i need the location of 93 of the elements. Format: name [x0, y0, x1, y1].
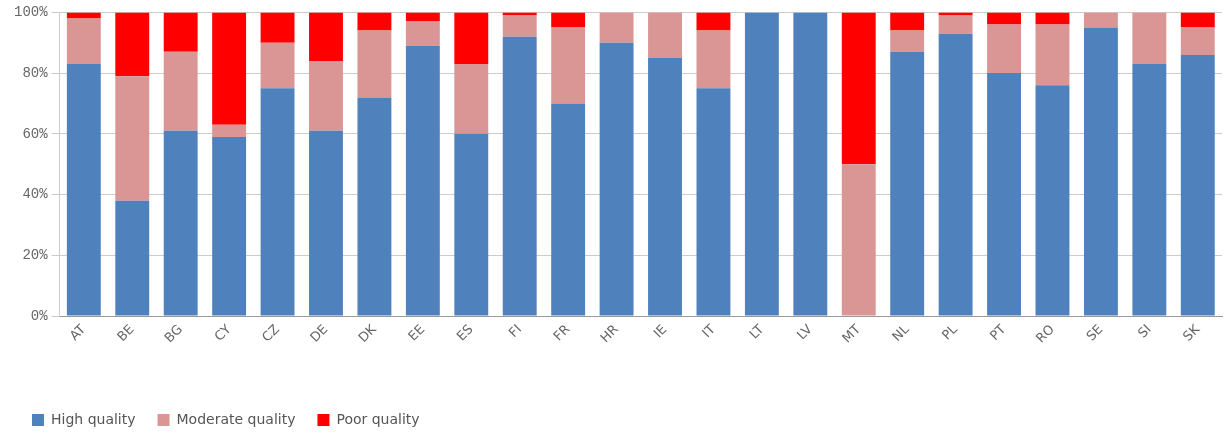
- bar: [405, 45, 440, 316]
- bar: [599, 42, 634, 316]
- bar: [696, 30, 731, 89]
- x-tick-label: SK: [1179, 321, 1203, 344]
- bar: [163, 130, 198, 316]
- x-tick-label: BG: [161, 321, 186, 346]
- legend-label: High quality: [51, 410, 136, 427]
- bar: [1132, 64, 1167, 316]
- y-tick-label: 80%: [22, 64, 49, 81]
- legend-label: Poor quality: [336, 410, 420, 427]
- bar: [890, 51, 925, 316]
- bar: [890, 12, 925, 31]
- bar: [66, 18, 101, 65]
- bar: [309, 130, 343, 316]
- bar: [1132, 12, 1167, 65]
- y-tick-label: 40%: [22, 186, 49, 203]
- x-tick-label: EE: [405, 321, 428, 344]
- x-tick-label: LT: [746, 321, 767, 342]
- x-tick-label: PL: [938, 320, 961, 343]
- legend-label: Moderate quality: [176, 410, 296, 427]
- bar: [696, 12, 731, 31]
- x-tick-label: DK: [355, 321, 380, 346]
- bar: [648, 12, 682, 58]
- bar: [115, 12, 150, 77]
- x-tick-label: RO: [1032, 321, 1057, 346]
- bar: [502, 36, 537, 316]
- bar: [987, 12, 1021, 25]
- bar: [115, 200, 150, 316]
- bar: [1083, 12, 1118, 28]
- x-tick-label: CZ: [258, 321, 283, 345]
- x-tick-label: BE: [114, 321, 137, 345]
- bar: [938, 33, 973, 316]
- bar: [454, 133, 489, 316]
- x-tick-label: SE: [1083, 321, 1106, 344]
- bar: [357, 12, 392, 31]
- bar: [1035, 85, 1070, 316]
- bar: [551, 103, 586, 316]
- bar: [212, 12, 247, 125]
- bar: [841, 12, 876, 165]
- bar: [938, 15, 973, 34]
- bar: [987, 24, 1021, 74]
- bar: [163, 12, 198, 52]
- bar: [357, 97, 392, 316]
- x-tick-label: IT: [699, 321, 718, 341]
- x-tick-label: FI: [505, 321, 525, 341]
- x-tick-label: SI: [1134, 321, 1154, 341]
- bar: [260, 88, 295, 316]
- x-tick-label: FR: [550, 321, 573, 344]
- x-tick-label: PT: [986, 321, 1009, 344]
- bar: [1083, 27, 1118, 316]
- x-tick-label: LV: [793, 321, 815, 343]
- bar: [1180, 12, 1215, 28]
- y-tick-label: 20%: [22, 246, 49, 263]
- bar: [309, 12, 343, 61]
- bar: [66, 64, 101, 316]
- bar: [212, 124, 247, 137]
- bar: [502, 15, 537, 37]
- x-tick-label: CY: [211, 321, 234, 344]
- bar: [163, 51, 198, 131]
- bar: [1035, 12, 1070, 25]
- y-tick-label: 60%: [22, 125, 49, 142]
- x-tick-label: NL: [889, 320, 913, 345]
- bar: [987, 73, 1021, 316]
- x-tick-label: DE: [307, 321, 331, 345]
- bar: [260, 42, 295, 89]
- bar: [599, 12, 634, 43]
- y-tick-label: 100%: [14, 4, 49, 21]
- bar: [405, 21, 440, 46]
- bar: [212, 136, 247, 316]
- bar: [1035, 24, 1070, 86]
- bar: [1180, 54, 1215, 316]
- bar: [890, 30, 925, 52]
- x-tick-label: AT: [66, 321, 89, 344]
- bar: [260, 12, 295, 43]
- x-tick-label: MT: [839, 321, 864, 346]
- y-tick-label: 0%: [30, 307, 49, 324]
- bar: [648, 57, 682, 316]
- bar: [793, 12, 828, 316]
- bar: [551, 12, 586, 28]
- bar: [1180, 27, 1215, 55]
- x-tick-label: HR: [597, 321, 622, 346]
- bar: [454, 64, 489, 134]
- x-tick-label: IE: [650, 321, 670, 341]
- bar: [405, 12, 440, 22]
- bar: [551, 27, 586, 104]
- x-tick-label: ES: [453, 321, 476, 344]
- bar: [454, 12, 489, 65]
- bar: [309, 60, 343, 131]
- bar: [357, 30, 392, 98]
- bar: [841, 164, 876, 316]
- bar: [744, 12, 779, 316]
- bar: [696, 88, 731, 316]
- bar: [115, 76, 150, 201]
